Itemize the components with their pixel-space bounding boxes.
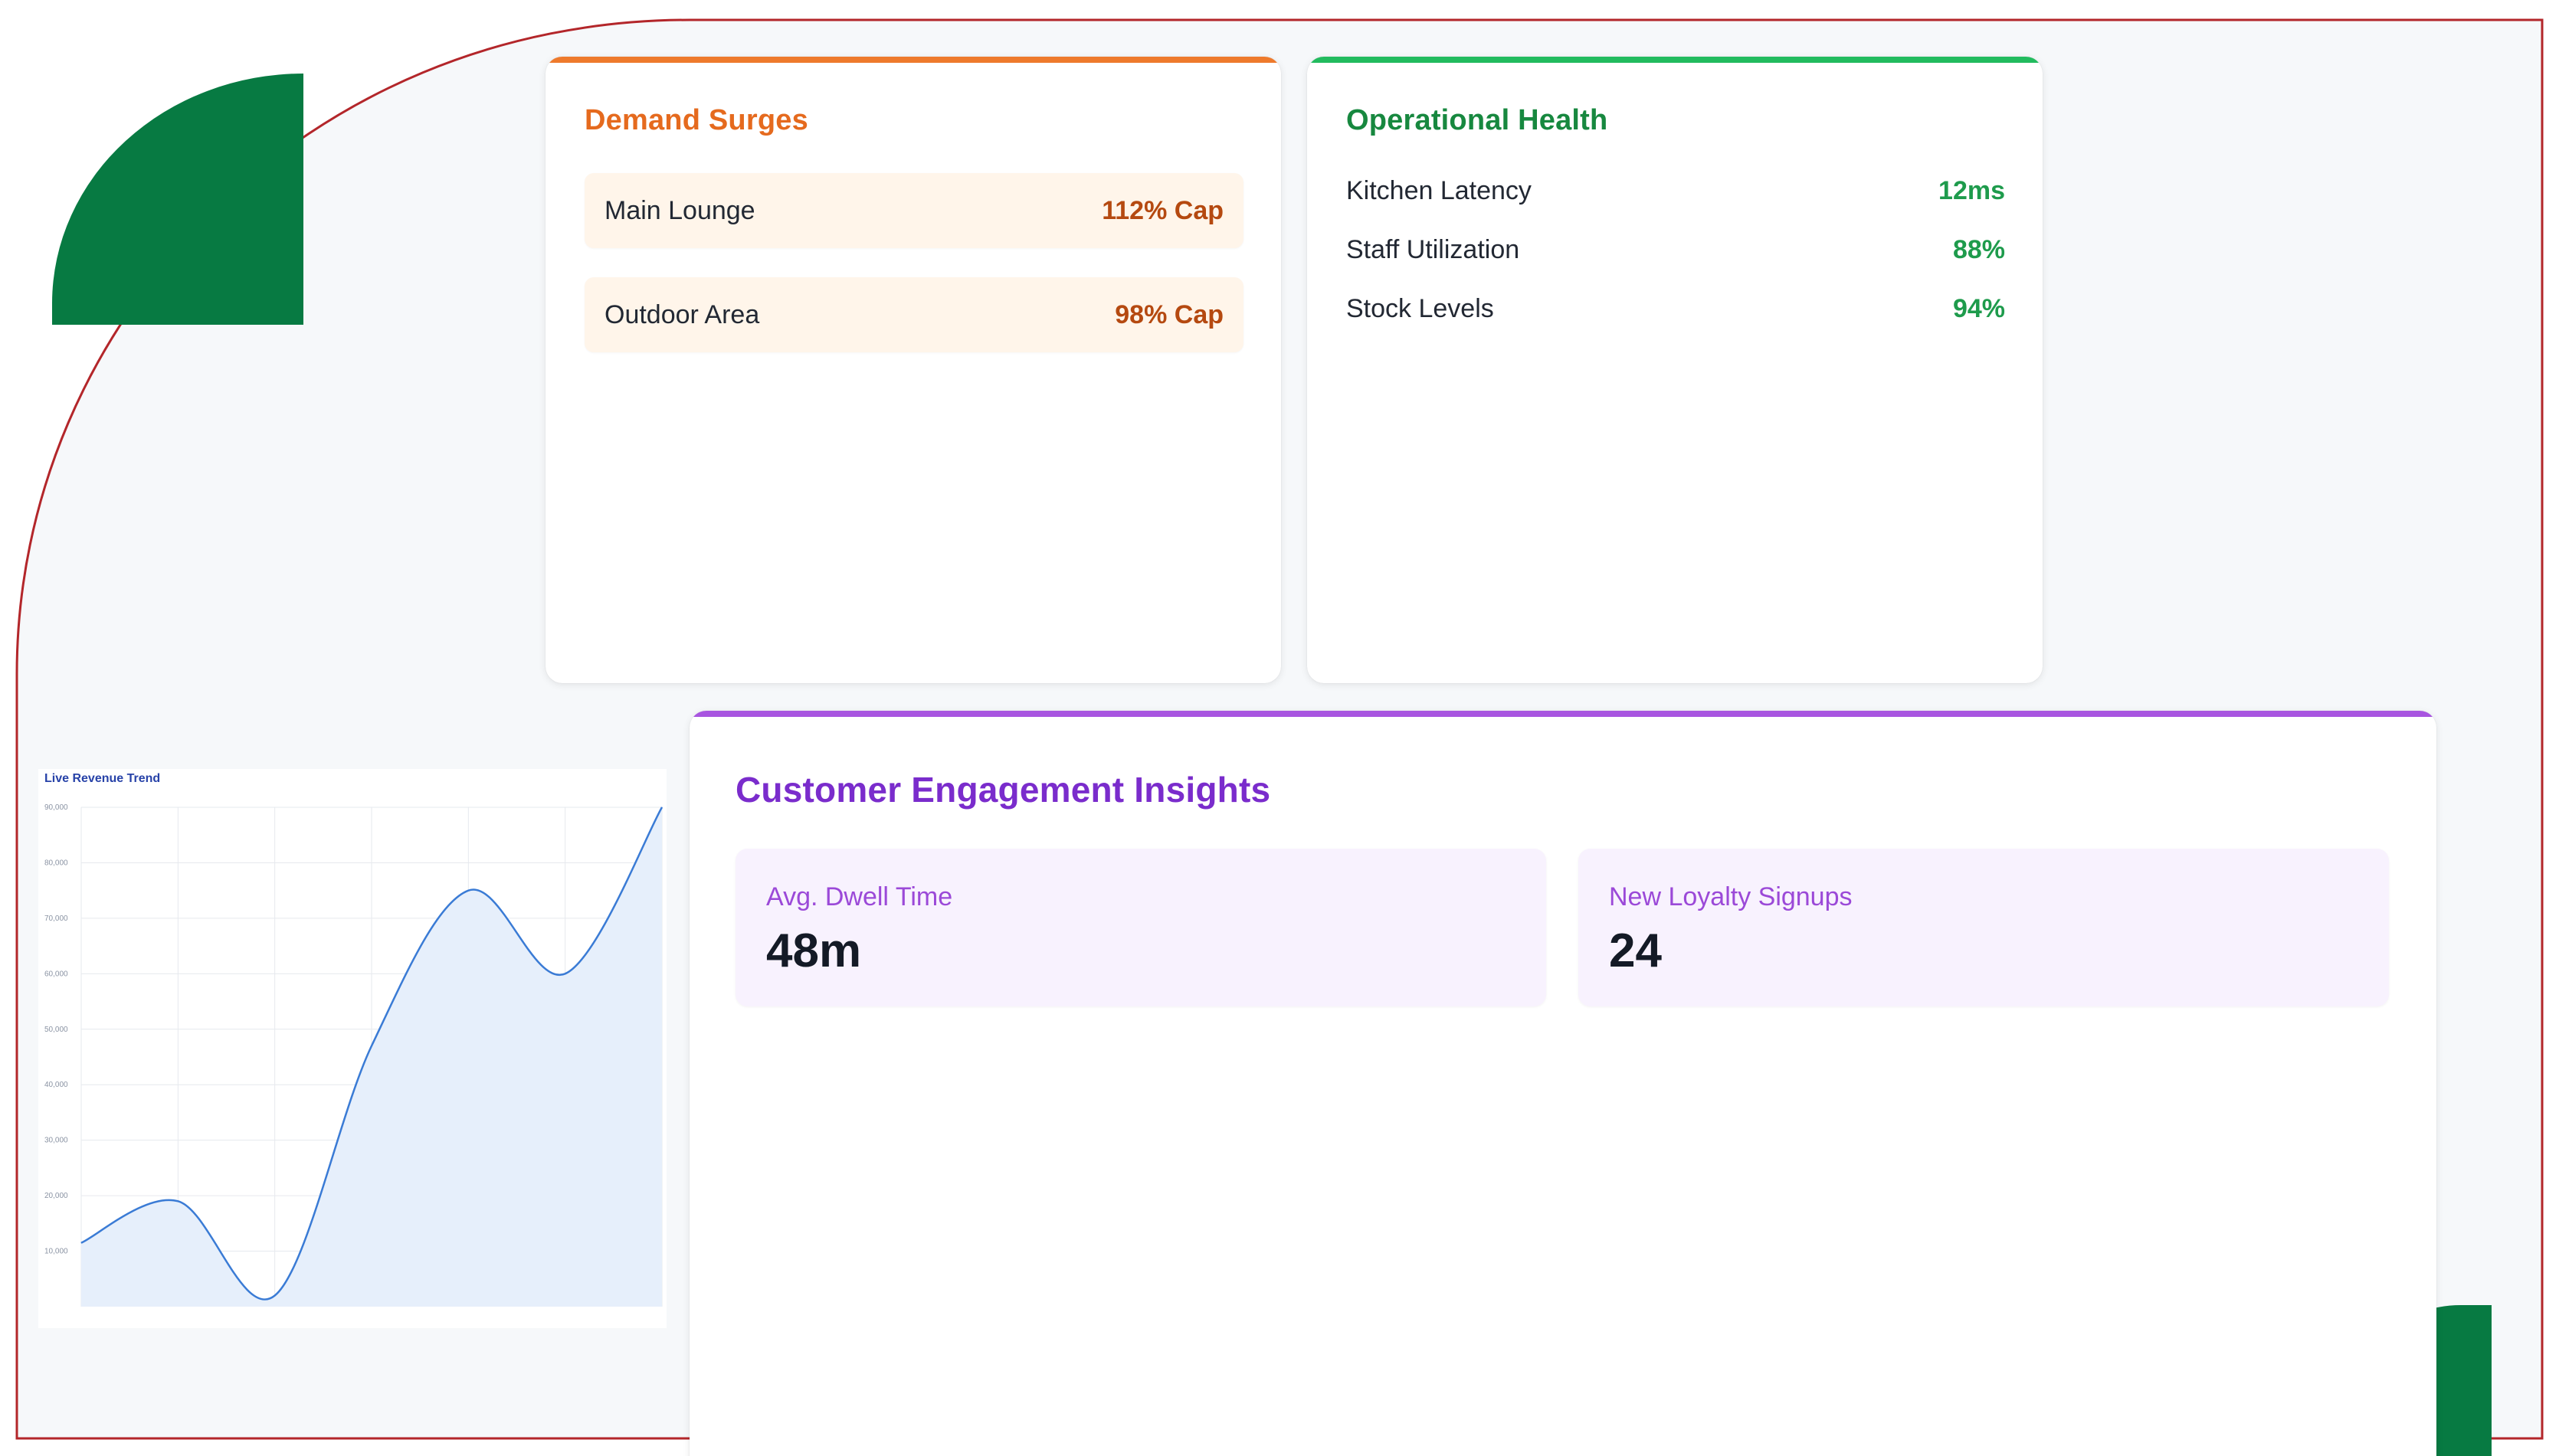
data-point <box>661 807 663 808</box>
card-title: Operational Health <box>1346 104 1608 136</box>
y-tick-label: 60,000 <box>44 970 68 978</box>
surge-row: Main Lounge 112% Cap <box>585 173 1243 248</box>
y-tick-label: 70,000 <box>44 914 68 923</box>
y-tick-label: 30,000 <box>44 1137 68 1145</box>
chart-svg: 10,000 20,000 30,000 40,000 50,000 60,000 70,0… <box>44 803 664 1307</box>
operational-health-card: Operational Health Kitchen Latency 12ms … <box>1307 57 2043 683</box>
metric-value: 94% <box>1952 294 2005 323</box>
area-fill <box>81 807 662 1307</box>
card-accent-bar <box>690 711 2436 717</box>
health-row: Stock Levels 94% <box>1346 290 2005 328</box>
card-title: Customer Engagement Insights <box>736 770 1271 810</box>
metric-value: 24 <box>1609 924 1662 977</box>
y-tick-label: 40,000 <box>44 1081 68 1089</box>
metric-box-loyalty-signups: New Loyalty Signups 24 <box>1578 849 2389 1006</box>
zone-capacity: 98% Cap <box>1115 300 1224 329</box>
zone-capacity: 112% Cap <box>1102 196 1224 225</box>
y-tick-label: 10,000 <box>44 1248 68 1256</box>
metric-name: Staff Utilization <box>1346 235 1520 264</box>
y-tick-label: 90,000 <box>44 803 68 812</box>
metric-label: Avg. Dwell Time <box>766 882 953 911</box>
card-accent-bar <box>546 57 1281 63</box>
data-point <box>177 1200 179 1202</box>
card-title: Demand Surges <box>585 104 808 136</box>
metric-box-dwell-time: Avg. Dwell Time 48m <box>736 849 1546 1006</box>
customer-engagement-card: Customer Engagement Insights Avg. Dwell … <box>690 711 2436 1456</box>
metric-label: New Loyalty Signups <box>1609 882 1853 911</box>
data-point <box>274 1295 276 1297</box>
metric-value: 12ms <box>1938 176 2005 205</box>
surge-row: Outdoor Area 98% Cap <box>585 277 1243 352</box>
zone-name: Main Lounge <box>605 196 755 225</box>
y-tick-label: 80,000 <box>44 859 68 867</box>
health-row: Kitchen Latency 12ms <box>1346 172 2005 210</box>
metric-name: Kitchen Latency <box>1346 176 1532 205</box>
data-point <box>80 1242 82 1244</box>
y-tick-label: 20,000 <box>44 1192 68 1200</box>
y-tick-label: 50,000 <box>44 1026 68 1034</box>
chart-title: Live Revenue Trend <box>44 772 161 785</box>
demand-surges-card: Demand Surges Main Lounge 112% Cap Outdo… <box>546 57 1281 683</box>
zone-name: Outdoor Area <box>605 300 760 329</box>
health-row: Staff Utilization 88% <box>1346 231 2005 269</box>
card-accent-bar <box>1307 57 2043 63</box>
metric-value: 88% <box>1952 235 2005 264</box>
metric-name: Stock Levels <box>1346 294 1494 323</box>
metric-value: 48m <box>766 924 862 977</box>
revenue-trend-chart: Live Revenue Trend 10,000 20,000 30,000 40,… <box>38 769 667 1328</box>
data-point <box>467 890 469 892</box>
